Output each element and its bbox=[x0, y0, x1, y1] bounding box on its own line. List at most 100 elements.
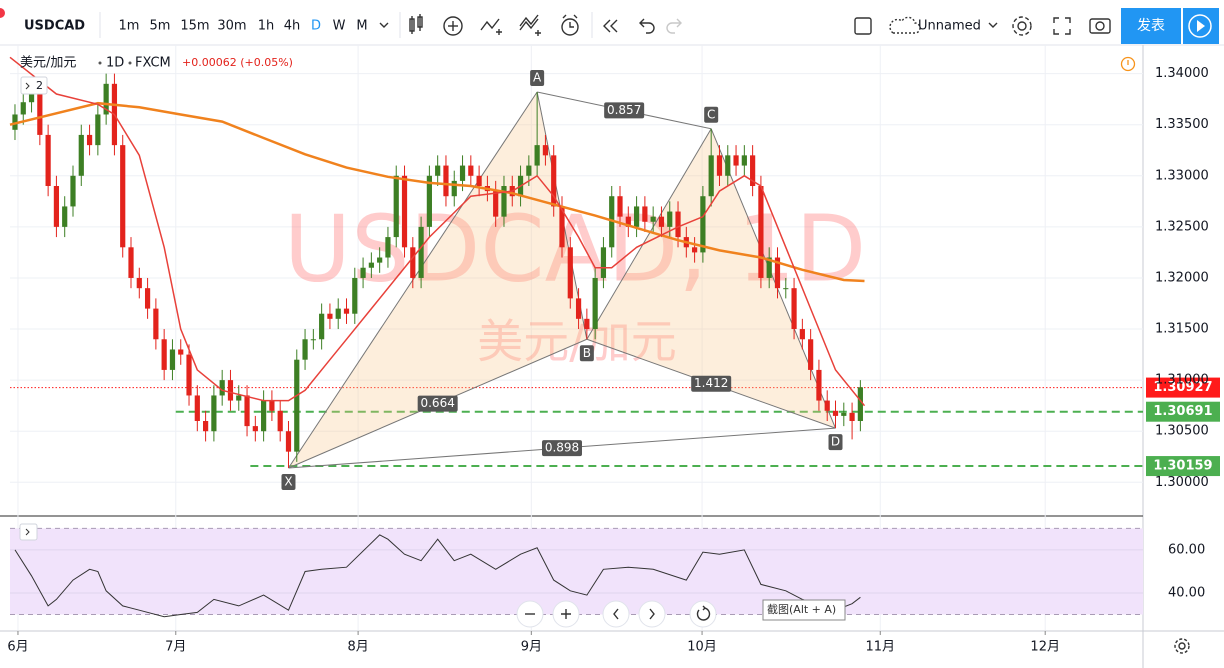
x-tick-label: 10月 bbox=[687, 640, 717, 655]
layout-menu[interactable] bbox=[988, 22, 998, 28]
scroll-left-button[interactable] bbox=[602, 600, 630, 628]
warning-icon[interactable] bbox=[1120, 56, 1136, 72]
candle-body bbox=[799, 329, 805, 340]
cloud-icon bbox=[889, 16, 921, 34]
candle-body bbox=[542, 145, 549, 156]
candle-body bbox=[186, 354, 192, 396]
interval-button[interactable]: 1h bbox=[258, 19, 275, 34]
ratio-label: 0.857 bbox=[607, 103, 641, 117]
candle-body bbox=[161, 339, 167, 370]
candle-body bbox=[716, 155, 723, 176]
redo-button[interactable] bbox=[666, 18, 682, 34]
y-tick-label: 1.30500 bbox=[1155, 424, 1209, 439]
point-label-box bbox=[579, 345, 594, 362]
templates-button[interactable] bbox=[519, 14, 541, 36]
candle-body bbox=[393, 175, 399, 238]
y-tick-label: 1.32000 bbox=[1155, 270, 1209, 285]
candle-body bbox=[600, 247, 607, 278]
y-tick-label: 1.31500 bbox=[1155, 322, 1209, 337]
candle-body bbox=[857, 387, 863, 421]
candle-style-button[interactable] bbox=[409, 14, 423, 34]
candle-body bbox=[45, 134, 51, 186]
candle-body bbox=[849, 412, 855, 421]
tooltip-box bbox=[762, 599, 846, 621]
pattern-leg bbox=[586, 128, 712, 340]
zoom-in-button[interactable] bbox=[552, 600, 580, 628]
candle-body bbox=[277, 410, 283, 432]
y-tick-label: 1.34000 bbox=[1155, 66, 1209, 81]
interval-button[interactable]: 30m bbox=[217, 19, 246, 34]
point-label: A bbox=[533, 71, 542, 85]
candle-body bbox=[559, 206, 565, 248]
interval-button[interactable]: 1m bbox=[119, 19, 140, 34]
fullscreen-button[interactable] bbox=[1053, 17, 1071, 35]
candle-body bbox=[650, 216, 656, 222]
rsi-band bbox=[10, 528, 1143, 615]
zoom-out-button[interactable] bbox=[516, 600, 544, 628]
symbol[interactable]: USDCAD bbox=[24, 19, 85, 34]
candle-body bbox=[244, 395, 250, 427]
x-tick-label: 12月 bbox=[1030, 640, 1060, 655]
layout-name[interactable]: Unnamed bbox=[918, 19, 981, 34]
candle-body bbox=[343, 308, 350, 314]
studies-toggle[interactable] bbox=[20, 76, 48, 95]
candle-body bbox=[128, 247, 134, 278]
layout-button[interactable] bbox=[854, 17, 872, 35]
alert-button[interactable] bbox=[561, 14, 579, 36]
candle-body bbox=[20, 102, 26, 115]
candle-body bbox=[310, 339, 316, 341]
indicators-button[interactable] bbox=[443, 16, 463, 36]
snapshot-button[interactable] bbox=[1089, 18, 1111, 34]
candle-body bbox=[211, 395, 217, 432]
x-tick-label: 11月 bbox=[865, 640, 895, 655]
interval-menu[interactable] bbox=[379, 22, 389, 28]
candle-body bbox=[642, 206, 648, 222]
price-label: 1.30159 bbox=[1153, 459, 1212, 474]
point-label-box bbox=[530, 70, 545, 86]
undo-button[interactable] bbox=[639, 18, 655, 34]
x-tick-label: 7月 bbox=[165, 640, 186, 655]
candle-body bbox=[774, 257, 781, 289]
hidden-studies-count[interactable]: 2 bbox=[36, 79, 43, 92]
interval-button[interactable]: M bbox=[356, 19, 367, 34]
interval-button[interactable]: D bbox=[311, 19, 321, 34]
candle-body bbox=[95, 114, 101, 146]
interval-button[interactable]: 4h bbox=[284, 19, 301, 34]
price-label-box bbox=[1146, 401, 1220, 422]
price-label-box bbox=[1146, 456, 1220, 477]
publish-button[interactable] bbox=[1121, 8, 1181, 44]
scroll-right-button[interactable] bbox=[638, 600, 666, 628]
candle-body bbox=[791, 288, 797, 330]
candle-body bbox=[841, 412, 847, 416]
publish-label[interactable]: 发表 bbox=[1137, 18, 1165, 34]
pattern-leg bbox=[710, 128, 836, 429]
candle-body bbox=[633, 206, 640, 227]
rsi-line bbox=[14, 534, 861, 618]
candle-body bbox=[426, 175, 432, 227]
candle-body bbox=[410, 247, 416, 278]
candle-body bbox=[269, 400, 275, 411]
settings-button[interactable] bbox=[1012, 16, 1032, 36]
candle-body bbox=[169, 349, 176, 370]
point-label: B bbox=[583, 346, 591, 360]
candle-body bbox=[120, 145, 126, 248]
reset-button[interactable] bbox=[689, 600, 717, 628]
candle-body bbox=[476, 175, 482, 186]
candle-body bbox=[319, 313, 325, 340]
interval-button[interactable]: 15m bbox=[180, 19, 209, 34]
candle-body bbox=[435, 165, 441, 176]
compare-button[interactable] bbox=[480, 18, 502, 35]
candle-body bbox=[219, 380, 225, 396]
candle-body bbox=[302, 339, 308, 360]
interval-button[interactable]: W bbox=[333, 19, 346, 34]
candle-body bbox=[335, 308, 341, 319]
replay-button[interactable] bbox=[603, 19, 618, 33]
y-tick-label: 1.31000 bbox=[1155, 373, 1209, 388]
y-tick-label: 1.32500 bbox=[1155, 219, 1209, 234]
price-label: 1.30691 bbox=[1153, 404, 1212, 419]
candle-body bbox=[227, 380, 234, 401]
interval-button[interactable]: 5m bbox=[150, 19, 171, 34]
axis-settings-button[interactable] bbox=[1174, 638, 1190, 654]
